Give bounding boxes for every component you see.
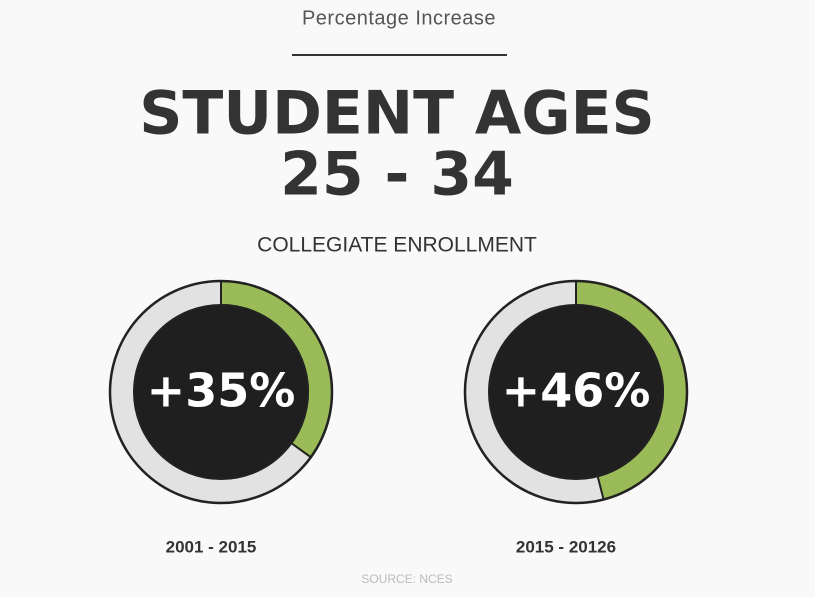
donut-center (133, 304, 309, 480)
caption: 2001 - 2015 (166, 537, 257, 556)
value-label: +46% (502, 364, 651, 418)
donut-outline (463, 279, 689, 505)
donut-outline (108, 279, 334, 505)
kicker: Percentage Increase (302, 7, 496, 29)
donut-center (488, 304, 664, 480)
value-label: +35% (147, 364, 296, 418)
caption: 2015 - 20126 (516, 537, 616, 556)
subtitle: COLLEGIATE ENROLLMENT (257, 234, 537, 257)
title-line2: 25 - 34 (280, 140, 514, 210)
title: STUDENT AGES (139, 79, 655, 149)
source: SOURCE: NCES (361, 572, 452, 586)
